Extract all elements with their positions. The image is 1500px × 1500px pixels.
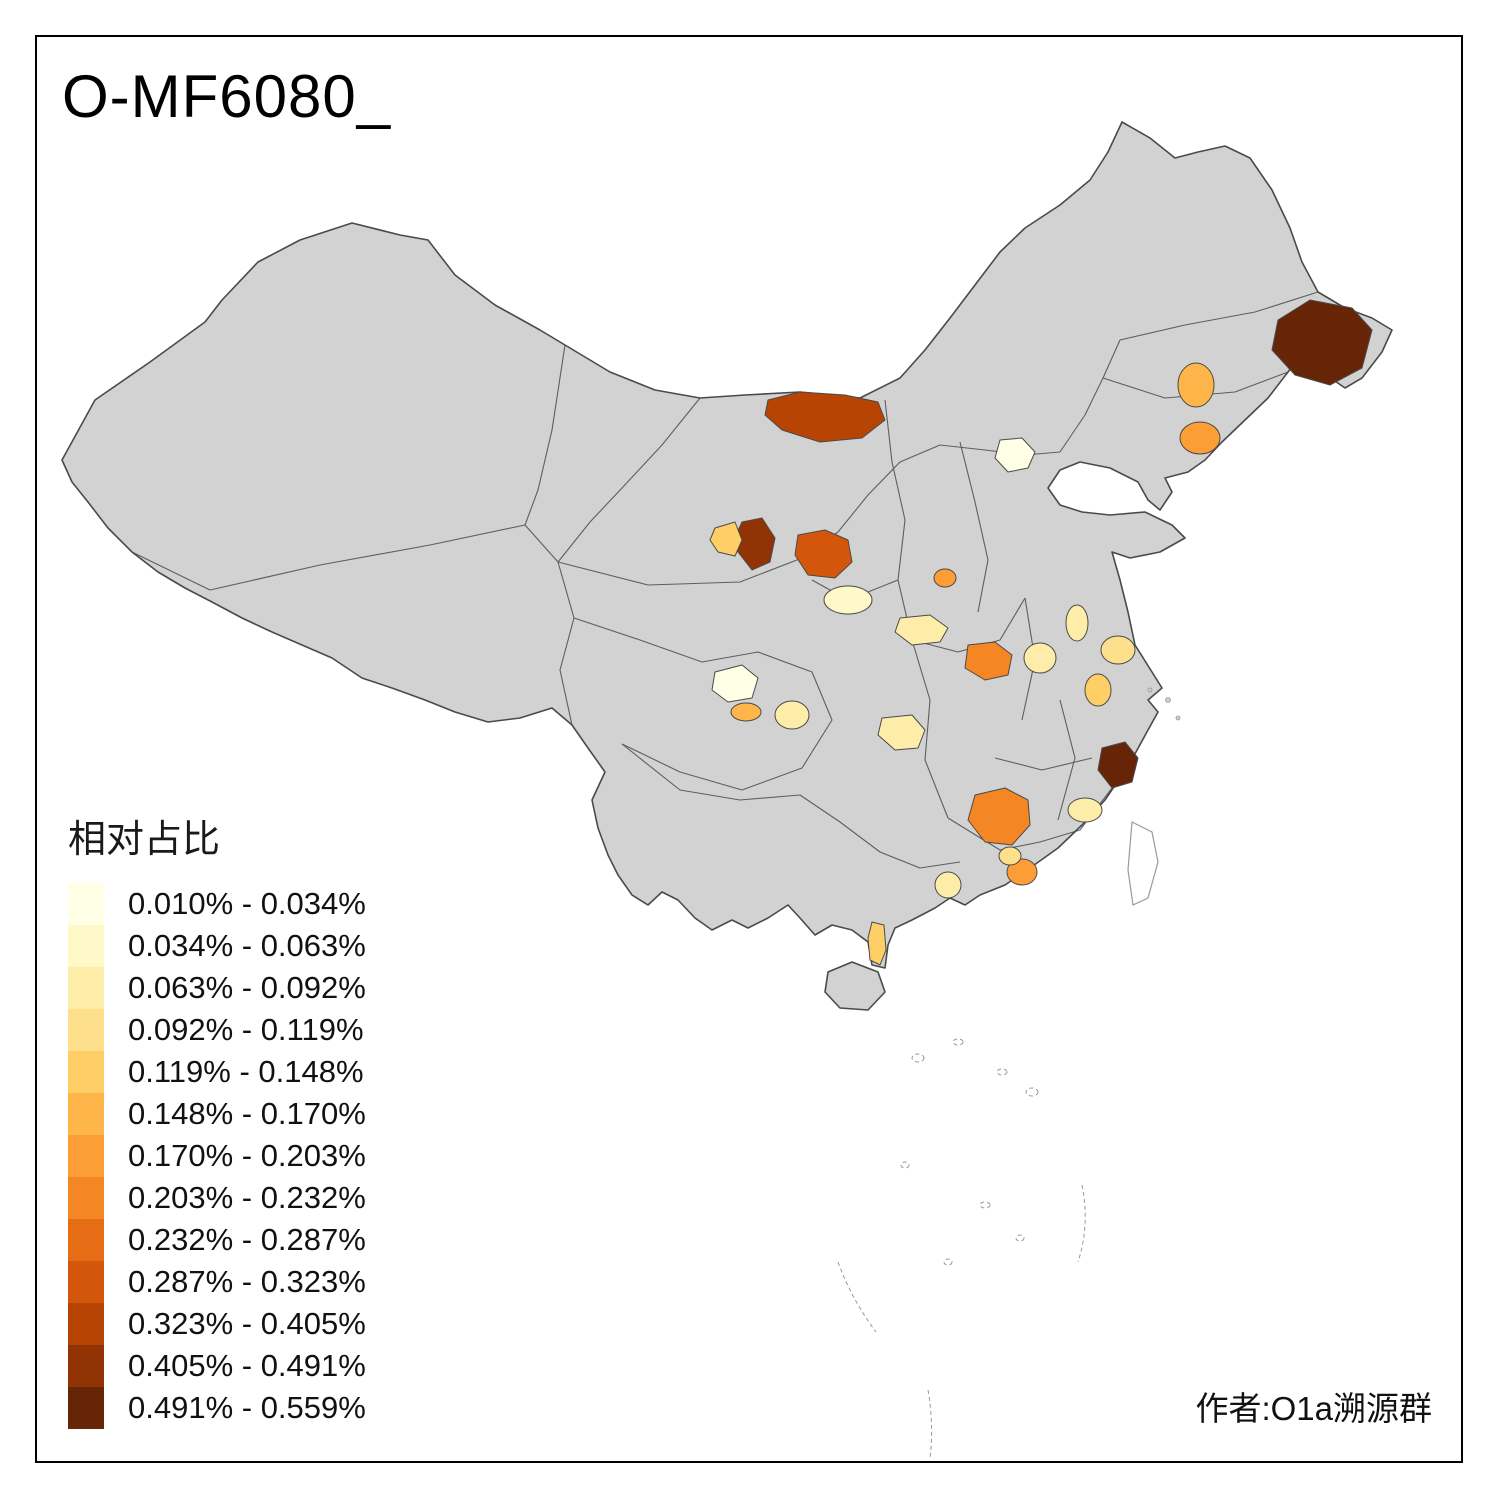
legend-label: 0.287% - 0.323% <box>128 1264 366 1299</box>
legend-swatch <box>68 883 104 925</box>
region-shanxi-south <box>933 568 957 588</box>
colored-regions <box>709 299 1373 966</box>
legend-label: 0.010% - 0.034% <box>128 886 366 921</box>
region-hubei-west <box>877 714 926 751</box>
taiwan-island <box>1127 821 1159 906</box>
legend: 相对占比 0.010% - 0.034% 0.034% - 0.063% 0.0… <box>68 808 366 1429</box>
region-jiangsu-south <box>1084 673 1112 707</box>
region-leizhou-strip <box>867 921 887 966</box>
legend-swatch <box>68 1303 104 1345</box>
legend-item: 0.203% - 0.232% <box>68 1177 366 1219</box>
legend-label: 0.119% - 0.148% <box>128 1054 364 1089</box>
legend-swatch <box>68 1387 104 1429</box>
region-gansu-west-light <box>709 521 743 557</box>
legend-item: 0.170% - 0.203% <box>68 1135 366 1177</box>
legend-item: 0.148% - 0.170% <box>68 1093 366 1135</box>
legend-swatch <box>68 967 104 1009</box>
region-gansu-east-pale <box>823 585 873 615</box>
region-zhejiang-south <box>1097 741 1139 789</box>
region-liaoning-south <box>1179 421 1221 455</box>
south-china-sea-islands <box>837 1038 1086 1459</box>
legend-label: 0.405% - 0.491% <box>128 1348 366 1383</box>
legend-swatch <box>68 1345 104 1387</box>
legend-title: 相对占比 <box>68 819 221 861</box>
region-henan-east <box>1023 642 1057 674</box>
figure-title: O-MF6080_ <box>62 63 392 130</box>
legend-item: 0.491% - 0.559% <box>68 1387 366 1429</box>
region-guangdong-east-yellow <box>998 846 1022 866</box>
region-jiangsu-north <box>1065 604 1089 642</box>
legend-item: 0.323% - 0.405% <box>68 1303 366 1345</box>
legend-label: 0.092% - 0.119% <box>128 1012 364 1047</box>
region-hunan-east <box>967 787 1031 846</box>
region-inner-mongolia-north <box>764 391 886 443</box>
region-beijing <box>994 437 1036 473</box>
coastal-islands <box>1147 687 1181 721</box>
region-henan-southwest <box>964 641 1013 681</box>
legend-label: 0.034% - 0.063% <box>128 928 366 963</box>
region-sichuan-west <box>711 664 759 703</box>
attribution: 作者:O1a溯源群 <box>1195 1390 1432 1427</box>
legend-item: 0.287% - 0.323% <box>68 1261 366 1303</box>
legend-item: 0.119% - 0.148% <box>68 1051 366 1093</box>
legend-label: 0.203% - 0.232% <box>128 1180 366 1215</box>
legend-label: 0.232% - 0.287% <box>128 1222 366 1257</box>
legend-swatch <box>68 1177 104 1219</box>
region-guangdong-east-orange <box>1006 858 1038 886</box>
region-shaanxi-south <box>894 614 949 646</box>
legend-swatch <box>68 1261 104 1303</box>
region-liaoning-north <box>1177 362 1215 408</box>
region-guangxi-southeast <box>934 871 962 899</box>
legend-swatch <box>68 1135 104 1177</box>
legend-swatch <box>68 1051 104 1093</box>
legend-item: 0.232% - 0.287% <box>68 1219 366 1261</box>
legend-item: 0.063% - 0.092% <box>68 967 366 1009</box>
legend-item: 0.405% - 0.491% <box>68 1345 366 1387</box>
hainan-island <box>824 961 886 1011</box>
legend-swatch <box>68 1219 104 1261</box>
legend-swatch <box>68 925 104 967</box>
region-fujian-west <box>1067 797 1103 823</box>
legend-item: 0.034% - 0.063% <box>68 925 366 967</box>
legend-label: 0.148% - 0.170% <box>128 1096 366 1131</box>
legend-label: 0.323% - 0.405% <box>128 1306 366 1341</box>
legend-swatch <box>68 1009 104 1051</box>
legend-item: 0.092% - 0.119% <box>68 1009 366 1051</box>
legend-label: 0.491% - 0.559% <box>128 1390 366 1425</box>
region-shaanxi-north <box>794 529 853 579</box>
region-heilongjiang-east <box>1271 299 1373 386</box>
legend-label: 0.170% - 0.203% <box>128 1138 366 1173</box>
legend-label: 0.063% - 0.092% <box>128 970 366 1005</box>
region-jiangsu-central <box>1100 635 1136 665</box>
legend-swatch <box>68 1093 104 1135</box>
region-chongqing-west <box>774 700 810 730</box>
region-sichuan-central <box>730 702 762 722</box>
legend-item: 0.010% - 0.034% <box>68 883 366 925</box>
